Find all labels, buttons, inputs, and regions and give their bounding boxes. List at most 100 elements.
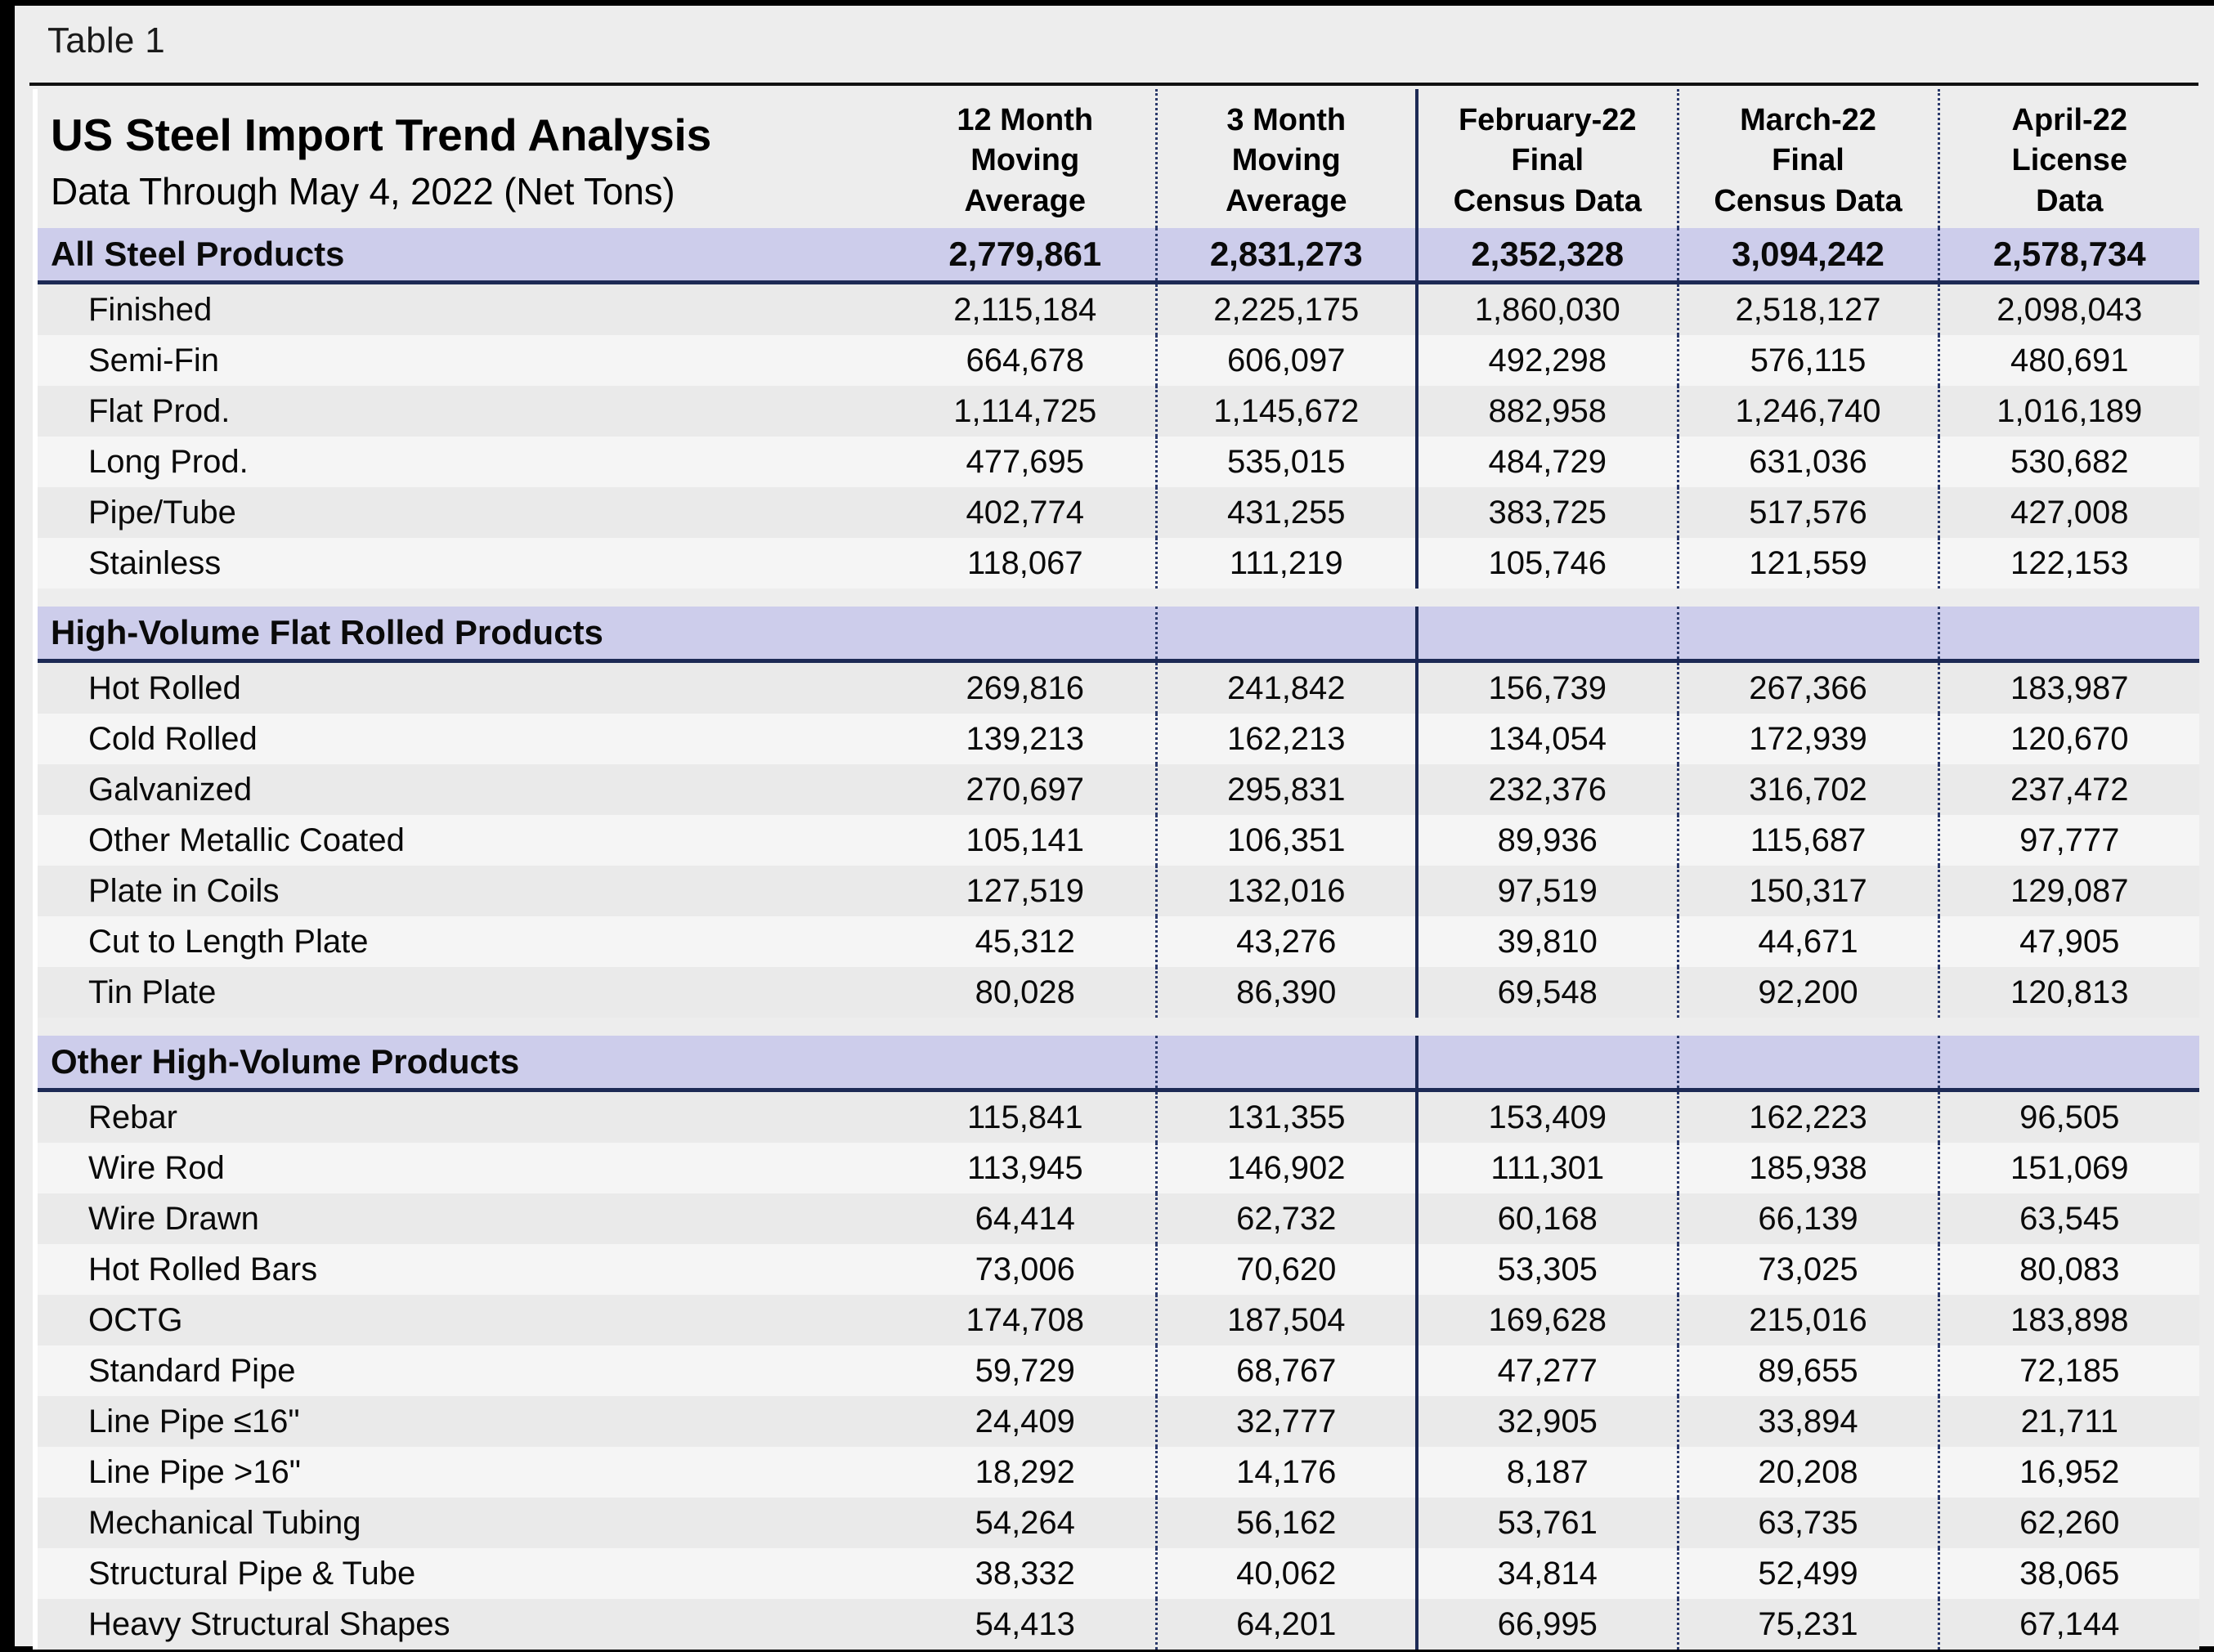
cell-3: 2,518,127 bbox=[1676, 282, 1938, 336]
col0-line1: 12 Month bbox=[957, 103, 1094, 137]
cell-3: 576,115 bbox=[1676, 335, 1938, 387]
cell-1: 2,831,273 bbox=[1154, 228, 1417, 285]
cell-4: 80,083 bbox=[1937, 1244, 2199, 1296]
cell-2: 169,628 bbox=[1415, 1295, 1678, 1346]
cell-0: 127,519 bbox=[895, 866, 1156, 917]
cell-2: 492,298 bbox=[1415, 335, 1678, 387]
cell-1: 86,390 bbox=[1154, 967, 1417, 1019]
row-spacer bbox=[38, 1018, 2199, 1036]
cell-1: 68,767 bbox=[1154, 1345, 1417, 1397]
cell-0: 1,114,725 bbox=[895, 386, 1156, 437]
cell-1 bbox=[1154, 607, 1417, 664]
cell-3 bbox=[1676, 607, 1938, 664]
cell-1: 43,276 bbox=[1154, 916, 1417, 968]
cell-3: 52,499 bbox=[1676, 1548, 1938, 1600]
cell-1: 111,219 bbox=[1154, 538, 1417, 589]
row-label: Hot Rolled bbox=[38, 660, 895, 714]
cell-2: 111,301 bbox=[1415, 1143, 1678, 1194]
cell-0: 115,841 bbox=[895, 1090, 1156, 1144]
table-row: OCTG 174,708 187,504 169,628 215,016 183,898 bbox=[38, 1295, 2199, 1346]
cell-4 bbox=[1937, 1036, 2199, 1093]
cell-2: 53,761 bbox=[1415, 1498, 1678, 1549]
table-group-row: High-Volume Flat Rolled Products bbox=[38, 607, 2199, 664]
cell-4: 62,260 bbox=[1937, 1498, 2199, 1549]
header-row: US Steel Import Trend Analysis Data Thro… bbox=[38, 89, 2199, 229]
cell-1: 162,213 bbox=[1154, 714, 1417, 765]
cell-4: 120,813 bbox=[1937, 967, 2199, 1019]
cell-1: 146,902 bbox=[1154, 1143, 1417, 1194]
cell-0: 270,697 bbox=[895, 764, 1156, 816]
row-label: Plate in Coils bbox=[38, 866, 895, 917]
table-row: Hot Rolled 269,816 241,842 156,739 267,366 18… bbox=[38, 660, 2199, 714]
table-head: US Steel Import Trend Analysis Data Thro… bbox=[38, 89, 2199, 229]
row-label: Flat Prod. bbox=[38, 386, 895, 437]
caption-divider bbox=[29, 83, 2198, 86]
cell-3 bbox=[1676, 1036, 1938, 1093]
row-label: Rebar bbox=[38, 1090, 895, 1144]
col1-line1: 3 Month bbox=[1226, 103, 1347, 137]
cell-2: 134,054 bbox=[1415, 714, 1678, 765]
row-label: Cut to Length Plate bbox=[38, 916, 895, 968]
cell-3: 316,702 bbox=[1676, 764, 1938, 816]
cell-0: 113,945 bbox=[895, 1143, 1156, 1194]
cell-2: 383,725 bbox=[1415, 487, 1678, 539]
cell-3: 162,223 bbox=[1676, 1090, 1938, 1144]
col3-line2: Final bbox=[1772, 143, 1844, 178]
cell-3: 150,317 bbox=[1676, 866, 1938, 917]
cell-3: 44,671 bbox=[1676, 916, 1938, 968]
table-row: Rebar 115,841 131,355 153,409 162,223 96,505 bbox=[38, 1090, 2199, 1144]
cell-1: 295,831 bbox=[1154, 764, 1417, 816]
cell-1: 70,620 bbox=[1154, 1244, 1417, 1296]
cell-4: 47,905 bbox=[1937, 916, 2199, 968]
table-title-cell: US Steel Import Trend Analysis Data Thro… bbox=[38, 89, 895, 229]
cell-3: 73,025 bbox=[1676, 1244, 1938, 1296]
steel-import-table: US Steel Import Trend Analysis Data Thro… bbox=[38, 89, 2199, 1650]
cell-2: 89,936 bbox=[1415, 815, 1678, 866]
group-label: All Steel Products bbox=[38, 228, 895, 285]
cell-0: 73,006 bbox=[895, 1244, 1156, 1296]
cell-0: 24,409 bbox=[895, 1396, 1156, 1448]
cell-3: 267,366 bbox=[1676, 660, 1938, 714]
column-header-12-month: 12 Month Moving Average bbox=[895, 89, 1156, 229]
column-header-3-month: 3 Month Moving Average bbox=[1154, 89, 1417, 229]
cell-1: 106,351 bbox=[1154, 815, 1417, 866]
cell-1: 241,842 bbox=[1154, 660, 1417, 714]
cell-1: 64,201 bbox=[1154, 1599, 1417, 1650]
cell-0: 54,413 bbox=[895, 1599, 1156, 1650]
cell-2: 1,860,030 bbox=[1415, 282, 1678, 336]
cell-0: 18,292 bbox=[895, 1447, 1156, 1498]
table-row: Cut to Length Plate 45,312 43,276 39,810 44,… bbox=[38, 916, 2199, 968]
row-label: Heavy Structural Shapes bbox=[38, 1599, 895, 1650]
col0-line3: Average bbox=[964, 183, 1087, 218]
cell-1: 187,504 bbox=[1154, 1295, 1417, 1346]
cell-4: 480,691 bbox=[1937, 335, 2199, 387]
row-label: Wire Drawn bbox=[38, 1193, 895, 1245]
cell-3: 115,687 bbox=[1676, 815, 1938, 866]
page-subtitle: Data Through May 4, 2022 (Net Tons) bbox=[51, 170, 675, 213]
cell-2: 2,352,328 bbox=[1415, 228, 1678, 285]
table-row: Galvanized 270,697 295,831 232,376 316,702 23… bbox=[38, 764, 2199, 816]
cell-4: 96,505 bbox=[1937, 1090, 2199, 1144]
cell-0: 477,695 bbox=[895, 437, 1156, 488]
table-body: All Steel Products 2,779,861 2,831,273 2,35… bbox=[38, 228, 2199, 1650]
cell-2: 153,409 bbox=[1415, 1090, 1678, 1144]
cell-4: 2,098,043 bbox=[1937, 282, 2199, 336]
group-label: High-Volume Flat Rolled Products bbox=[38, 607, 895, 664]
cell-4: 530,682 bbox=[1937, 437, 2199, 488]
row-label: OCTG bbox=[38, 1295, 895, 1346]
row-label: Mechanical Tubing bbox=[38, 1498, 895, 1549]
cell-1: 431,255 bbox=[1154, 487, 1417, 539]
cell-2: 39,810 bbox=[1415, 916, 1678, 968]
table-row: Long Prod. 477,695 535,015 484,729 631,036 53… bbox=[38, 437, 2199, 488]
cell-4: 67,144 bbox=[1937, 1599, 2199, 1650]
cell-1: 14,176 bbox=[1154, 1447, 1417, 1498]
row-label: Long Prod. bbox=[38, 437, 895, 488]
row-label: Pipe/Tube bbox=[38, 487, 895, 539]
spacer-cell bbox=[38, 589, 2199, 607]
cell-1: 40,062 bbox=[1154, 1548, 1417, 1600]
cell-0 bbox=[895, 607, 1156, 664]
cell-2: 69,548 bbox=[1415, 967, 1678, 1019]
col0-line2: Moving bbox=[970, 143, 1080, 178]
table-group-row: All Steel Products 2,779,861 2,831,273 2,35… bbox=[38, 228, 2199, 285]
table-row: Hot Rolled Bars 73,006 70,620 53,305 73,025 8… bbox=[38, 1244, 2199, 1296]
